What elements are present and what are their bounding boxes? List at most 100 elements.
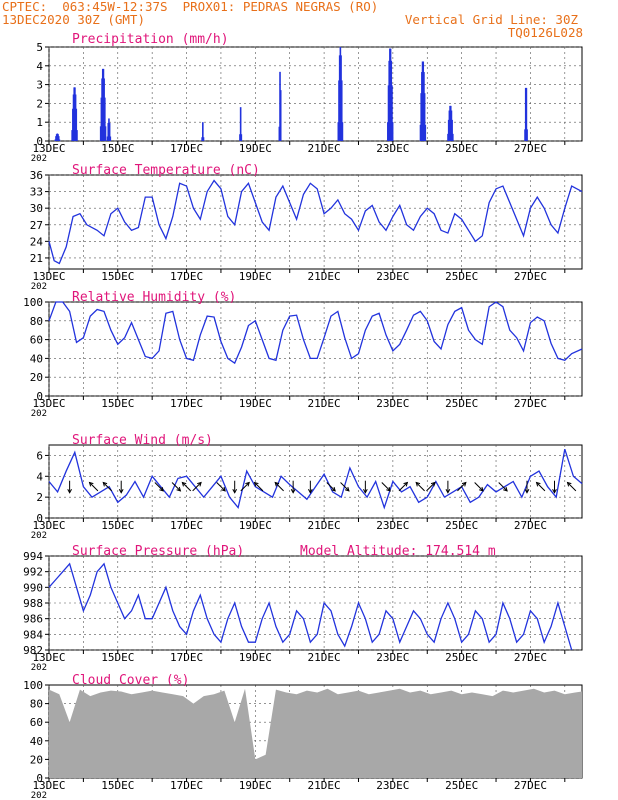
panel-6 [45,684,583,782]
x-tick-label: 15DEC [101,142,134,155]
header-model-id: TQ0126L028 [507,25,583,40]
x-tick-label: 19DEC [239,270,272,283]
x-tick-label: 17DEC [170,779,203,792]
x-year-label: 202 [31,409,47,419]
wind-arrow-head [445,488,451,494]
x-tick-label: 13DEC [32,397,65,410]
x-tick-label: 21DEC [308,270,341,283]
panel-5 [45,555,583,654]
y-tick-label: 2 [36,97,43,110]
precip-bar [451,119,453,141]
panel-2 [45,174,583,273]
x-tick-label: 21DEC [308,779,341,792]
wind-arrow-head [430,481,436,487]
x-tick-label: 23DEC [376,397,409,410]
x-tick-label: 23DEC [376,270,409,283]
y-tick-label: 4 [36,60,43,73]
x-tick-label: 21DEC [308,519,341,532]
panel-title: Surface Temperature (nC) [72,163,260,178]
x-tick-label: 13DEC [32,519,65,532]
precip-bar [202,137,205,141]
y-tick-label: 2 [36,491,43,504]
panel-frame [48,301,583,397]
precip-bar [340,80,343,141]
y-tick-label: 994 [23,550,43,563]
panel-title: Relative Humidity (%) [72,290,236,305]
precip-bar [57,136,60,141]
panel-annotation: Model Altitude: 174.514 m [300,544,496,559]
wind-arrow-head [274,481,280,487]
precip-bar [202,122,204,141]
wind-arrow-shaft [426,482,436,492]
precip-bar [341,122,344,141]
x-year-label: 202 [31,531,47,541]
x-year-label: 202 [31,154,47,164]
panel-title: Surface Pressure (hPa) [72,544,244,559]
y-tick-label: 33 [30,186,43,199]
x-tick-label: 13DEC [32,142,65,155]
wind-arrow-head [363,488,368,494]
x-tick-label: 27DEC [514,142,547,155]
x-tick-label: 23DEC [376,142,409,155]
panel-frame [48,444,583,519]
header-line1: CPTEC: 063:45W-12:37S PROX01: PEDRAS NEG… [2,0,379,14]
wind-arrow-shaft [536,482,546,492]
wind-arrow-shaft [381,482,391,492]
cloud-cover-area [49,688,582,778]
x-tick-label: 25DEC [445,651,478,664]
panel-frame [48,46,583,142]
x-tick-label: 19DEC [239,519,272,532]
x-tick-label: 19DEC [239,397,272,410]
y-tick-label: 4 [36,470,43,483]
y-tick-label: 80 [30,698,43,711]
wind-arrow-head [535,481,541,487]
y-tick-label: 988 [23,597,43,610]
wind-arrow-head [197,481,202,487]
y-tick-label: 990 [23,581,43,594]
y-tick-label: 20 [30,371,43,384]
panel-title: Cloud Cover (%) [72,673,189,688]
precip-bar [104,97,106,141]
wind-arrow-head [386,486,391,492]
x-tick-label: 19DEC [239,651,272,664]
wind-arrow-head [88,481,94,487]
panel-title: Precipitation (mm/h) [72,32,229,47]
wind-arrow-head [181,481,187,487]
x-tick-label: 17DEC [170,397,203,410]
wind-arrow-head [344,486,350,492]
x-tick-label: 21DEC [308,142,341,155]
precip-bar [279,90,282,141]
precip-bar [104,126,107,141]
y-tick-label: 60 [30,334,43,347]
y-tick-label: 5 [36,41,43,54]
wind-arrow-shaft [89,482,99,492]
y-tick-label: 982 [23,644,43,657]
precip-bar [75,108,78,141]
wind-arrow-shaft [398,482,408,492]
x-tick-label: 15DEC [101,779,134,792]
wind-arrow-shaft [102,482,113,492]
x-tick-label: 27DEC [514,397,547,410]
wind-arrow-shaft [171,482,181,492]
panel-title: Surface Wind (m/s) [72,433,213,448]
y-tick-label: 60 [30,716,43,729]
precip-bar [76,130,78,141]
wind-arrow-head [176,486,182,492]
y-tick-label: 21 [30,252,43,265]
x-tick-label: 27DEC [514,270,547,283]
wind-arrow-shaft [240,482,250,492]
x-tick-label: 23DEC [376,519,409,532]
wind-arrow-head [67,488,72,494]
series-line [48,179,583,265]
wind-arrow-head [524,488,530,494]
x-tick-label: 23DEC [376,779,409,792]
x-tick-label: 15DEC [101,651,134,664]
y-tick-label: 984 [23,628,43,641]
wind-arrow-head [403,481,409,487]
precip-bar [240,134,243,141]
y-tick-label: 3 [36,79,43,92]
y-tick-label: 20 [30,753,43,766]
x-year-label: 202 [31,282,47,292]
y-tick-label: 1 [36,116,43,129]
